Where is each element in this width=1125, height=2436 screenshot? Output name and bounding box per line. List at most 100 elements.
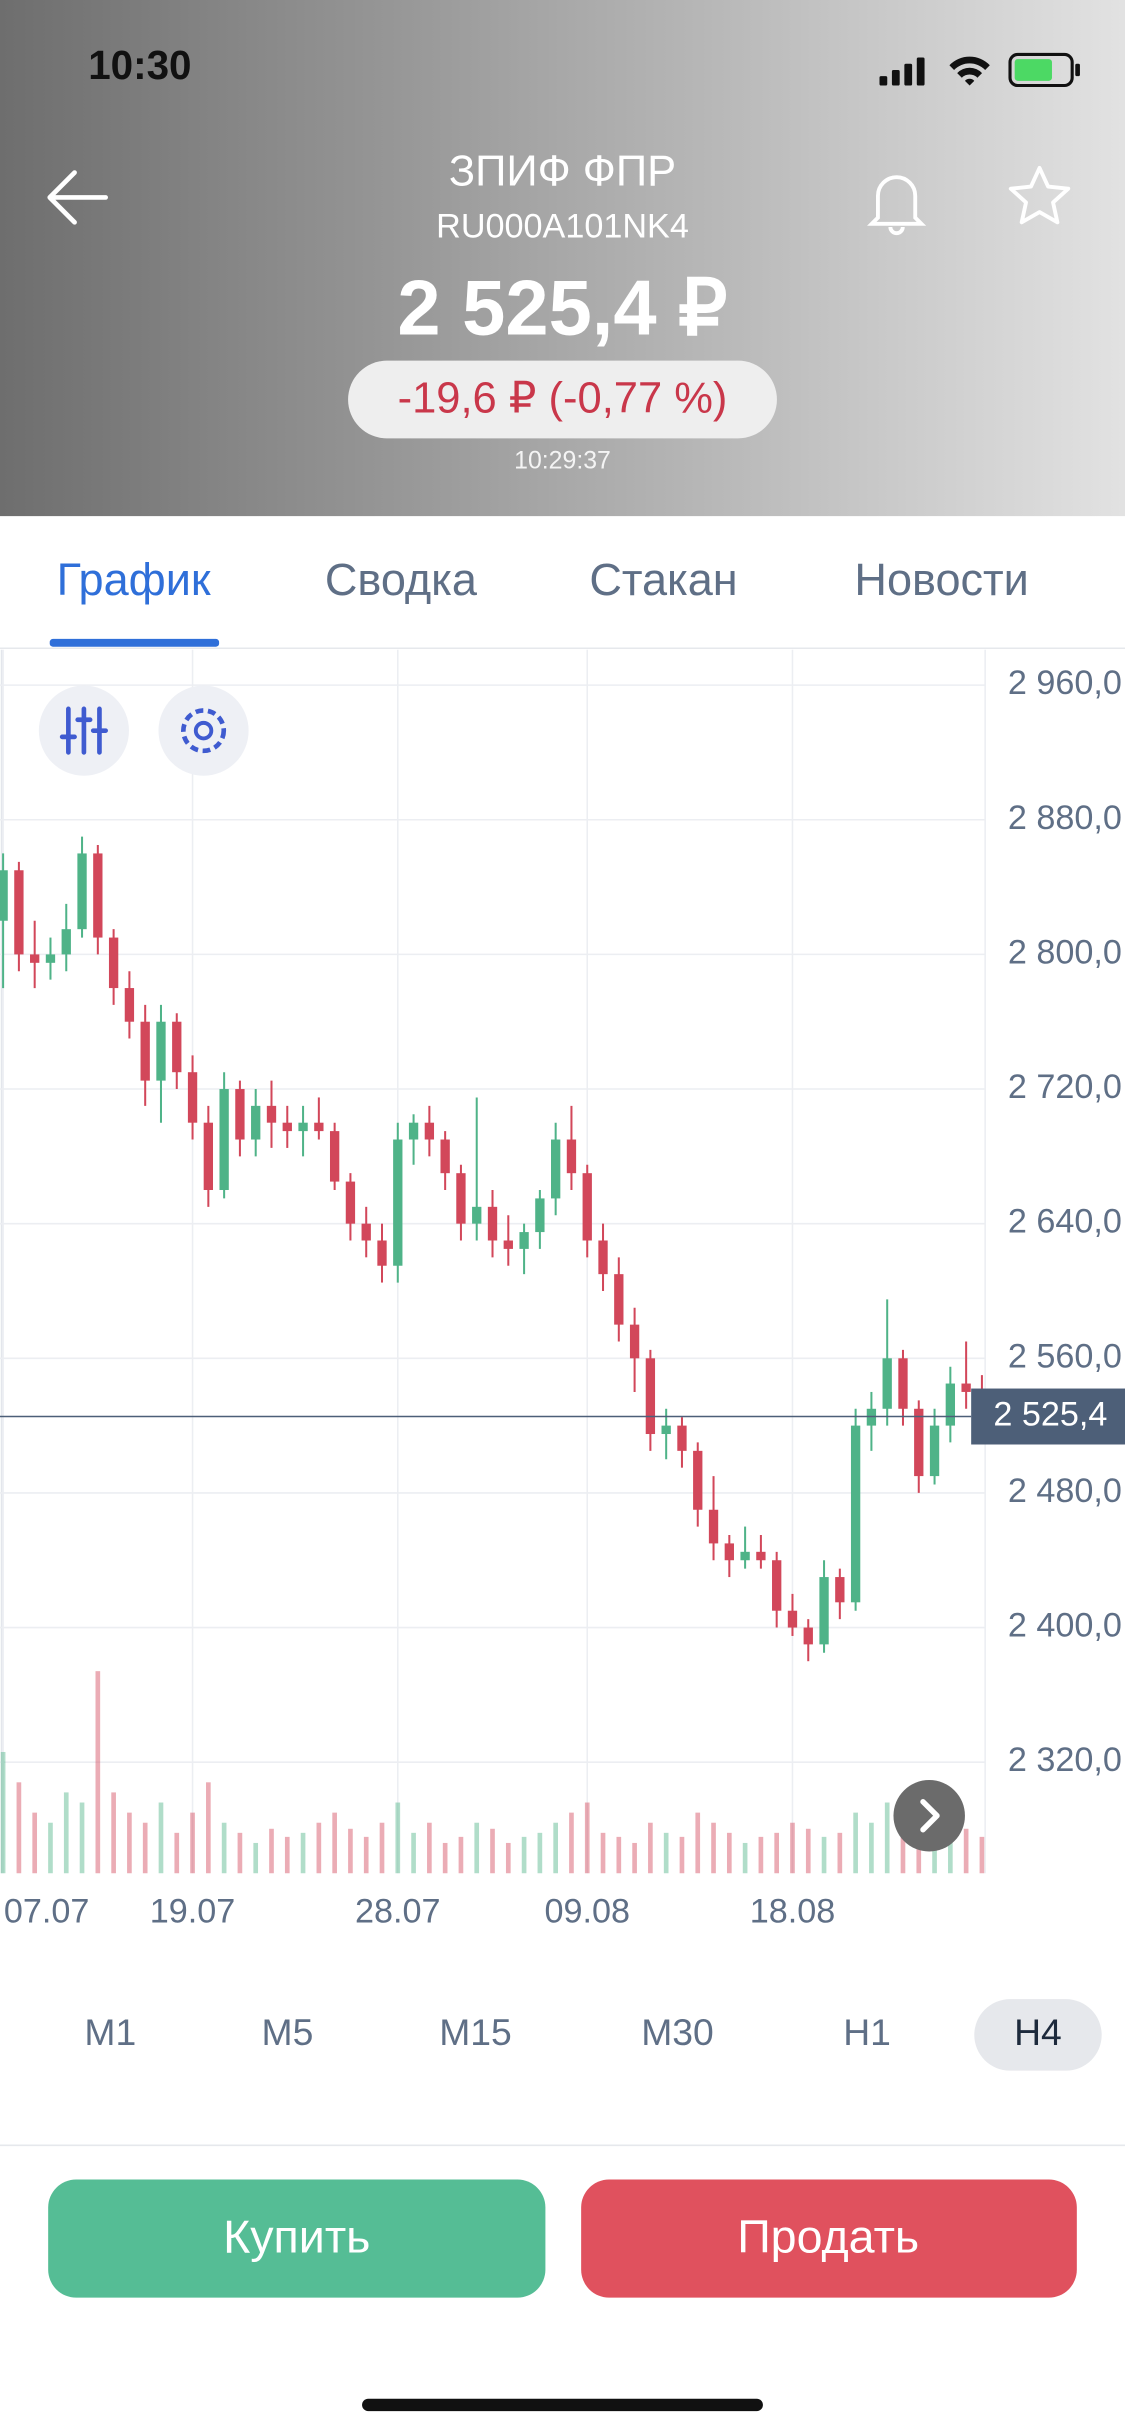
- tab[interactable]: График: [57, 554, 211, 605]
- candle-body: [172, 1021, 182, 1073]
- x-tick-label: 19.07: [150, 1893, 236, 1931]
- tab[interactable]: Новости: [854, 554, 1028, 605]
- candle-body: [329, 1131, 340, 1182]
- candle-body: [61, 929, 71, 955]
- candle-body: [787, 1610, 798, 1628]
- volume-bar: [237, 1832, 243, 1874]
- candle-body: [835, 1577, 845, 1603]
- volume-bar: [616, 1836, 622, 1874]
- candle-body: [424, 1122, 435, 1140]
- volume-bar: [869, 1822, 874, 1874]
- volume-bar: [127, 1812, 132, 1874]
- y-tick-label: 2 800,0: [1008, 933, 1122, 971]
- x-tick-label: 09.08: [544, 1893, 630, 1931]
- candle-body: [93, 853, 103, 938]
- y-tick-label: 2 960,0: [1008, 664, 1122, 702]
- instrument-isin: RU000A101NK4: [436, 208, 689, 246]
- volume-bar: [16, 1782, 22, 1874]
- candle-body: [361, 1223, 371, 1241]
- candle-body: [124, 988, 135, 1022]
- candle-body: [598, 1240, 608, 1275]
- volume-bar: [411, 1832, 416, 1874]
- volume-bar: [253, 1842, 259, 1874]
- timeframe[interactable]: H1: [843, 2011, 891, 2053]
- sell-button[interactable]: [581, 2179, 1077, 2298]
- indicators-icon: [59, 706, 108, 755]
- candle-body: [187, 1072, 198, 1123]
- volume-bar: [300, 1832, 306, 1874]
- settings-button[interactable]: [158, 685, 249, 776]
- candle-body: [314, 1122, 324, 1132]
- volume-bar: [379, 1822, 385, 1874]
- candle-body: [219, 1089, 229, 1191]
- buy-button[interactable]: [48, 2179, 546, 2298]
- candle-body: [456, 1173, 466, 1224]
- status-time: 10:30: [88, 42, 191, 88]
- chart: 2 960,0 2 880,0 2 800,0 2 720,0 2 640,0 2 560…: [0, 649, 1125, 1931]
- scroll-latest-button[interactable]: [893, 1779, 965, 1852]
- timeframe[interactable]: M1: [84, 2011, 136, 2053]
- candle-body: [850, 1425, 861, 1603]
- volume-bar: [174, 1832, 180, 1874]
- tab-indicator: [49, 638, 220, 647]
- settings-icon: [181, 708, 227, 754]
- y-tick-label: 2 560,0: [1008, 1337, 1122, 1375]
- timeframe[interactable]: M15: [439, 2011, 512, 2053]
- candle-body: [645, 1358, 656, 1435]
- tab[interactable]: Стакан: [589, 554, 737, 605]
- volume-bar: [190, 1812, 195, 1874]
- y-tick-label: 2 640,0: [1008, 1203, 1122, 1241]
- alert-button[interactable]: [867, 175, 927, 236]
- tab[interactable]: Сводка: [325, 554, 478, 605]
- candle-body: [282, 1122, 292, 1132]
- candle-body: [472, 1206, 482, 1224]
- candle-body: [582, 1173, 592, 1241]
- candle-body: [819, 1577, 829, 1645]
- candle-body: [251, 1105, 261, 1140]
- volume-bar: [442, 1842, 448, 1874]
- volume-bar: [505, 1842, 511, 1874]
- candle-body: [882, 1358, 892, 1409]
- volume-bar: [742, 1842, 748, 1874]
- candle-body: [235, 1089, 245, 1140]
- x-tick-label: 18.08: [750, 1893, 836, 1931]
- candle-body: [266, 1105, 277, 1123]
- volume-bar: [916, 1842, 922, 1874]
- timeframe[interactable]: M5: [262, 2011, 314, 2053]
- candle-body: [77, 853, 87, 930]
- candle-body: [519, 1232, 529, 1249]
- candle-body: [945, 1383, 956, 1426]
- y-tick-label: 2 320,0: [1008, 1741, 1122, 1779]
- volume-bar: [711, 1822, 716, 1874]
- candle-body: [393, 1139, 403, 1266]
- candle-body: [677, 1425, 687, 1451]
- change-pill: [348, 360, 777, 439]
- candle-body: [551, 1139, 561, 1199]
- instrument-price: 2 525,4 ₽: [397, 266, 727, 352]
- volume-bar: [648, 1822, 653, 1874]
- timeframe[interactable]: M30: [641, 2011, 714, 2053]
- volume-bar: [900, 1832, 906, 1874]
- x-tick-label: 28.07: [355, 1893, 441, 1931]
- y-tick-label: 2 480,0: [1008, 1472, 1122, 1510]
- volume-bar: [221, 1822, 227, 1874]
- volume-bar: [48, 1822, 53, 1874]
- volume-bar: [348, 1828, 353, 1874]
- volume-bar: [521, 1836, 527, 1874]
- back-button[interactable]: [47, 170, 108, 225]
- timeframes: M1 M5 M15 M30 H1 H4: [84, 1999, 1102, 2071]
- volume-bar: [79, 1802, 85, 1874]
- volume-bar: [774, 1832, 780, 1874]
- timeframe[interactable]: H4: [1014, 2011, 1062, 2053]
- price-time: 10:29:37: [514, 446, 611, 474]
- price-change: -19,6 ₽ (-0,77 %): [398, 375, 728, 423]
- volume-bar: [726, 1832, 732, 1874]
- candle-body: [898, 1358, 908, 1409]
- volume-bar: [474, 1822, 480, 1874]
- volume-bar: [758, 1836, 764, 1874]
- candle-body: [629, 1324, 640, 1359]
- candle-body: [298, 1122, 308, 1132]
- favorite-button[interactable]: [1008, 165, 1071, 225]
- x-tick-label: 07.07: [4, 1893, 90, 1931]
